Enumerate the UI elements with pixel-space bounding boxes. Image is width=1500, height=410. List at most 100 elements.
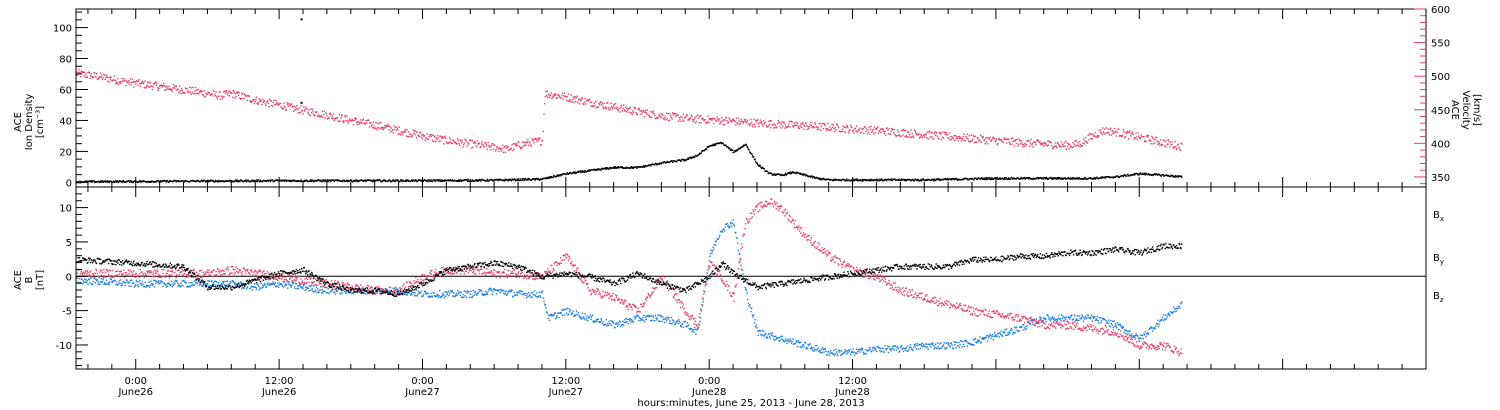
by-point: [172, 284, 175, 286]
by-point: [1164, 319, 1166, 321]
velocity-point: [567, 93, 570, 95]
velocity-point: [950, 138, 953, 141]
velocity-point: [580, 99, 582, 101]
density-point: [784, 173, 786, 176]
velocity-point: [607, 107, 609, 109]
velocity-point: [962, 138, 964, 141]
by-point: [498, 290, 500, 292]
velocity-point: [569, 98, 571, 101]
density-point: [1127, 173, 1129, 176]
velocity-point: [1024, 142, 1026, 145]
density-point: [117, 180, 119, 183]
density-point: [206, 180, 208, 183]
density-point: [469, 179, 471, 181]
density-point: [211, 179, 213, 182]
density-point: [658, 163, 661, 165]
velocity-point: [1066, 142, 1068, 144]
density-point: [230, 181, 232, 183]
by-point: [581, 312, 584, 314]
by-point: [453, 292, 455, 294]
velocity-point: [549, 94, 552, 97]
velocity-point: [81, 71, 83, 74]
by-point: [143, 285, 146, 288]
by-point: [632, 321, 635, 323]
velocity-point: [855, 130, 857, 132]
velocity-point: [464, 139, 467, 141]
velocity-point: [206, 93, 209, 96]
velocity-point: [995, 140, 997, 142]
by-point: [768, 335, 771, 338]
velocity-point: [342, 120, 344, 122]
velocity-point: [424, 139, 426, 141]
velocity-point: [528, 144, 530, 147]
density-point: [267, 180, 270, 182]
density-point: [1009, 178, 1012, 180]
velocity-point: [884, 130, 886, 133]
velocity-point: [644, 111, 646, 113]
velocity-point: [530, 145, 532, 148]
density-point: [556, 175, 558, 177]
by-point: [1068, 317, 1070, 319]
by-point: [84, 281, 86, 283]
by-point: [712, 246, 714, 248]
velocity-point: [142, 82, 144, 85]
density-point: [786, 173, 788, 176]
by-point: [921, 342, 923, 344]
by-point: [93, 277, 96, 279]
velocity-point: [981, 136, 983, 138]
density-point: [411, 180, 414, 183]
density-point: [972, 177, 974, 180]
density-point: [314, 180, 317, 182]
density-point: [914, 178, 917, 180]
density-point: [206, 179, 209, 182]
velocity-point: [422, 134, 424, 136]
by-point: [924, 345, 926, 347]
velocity-point: [658, 114, 660, 116]
velocity-point: [426, 133, 428, 135]
by-point: [317, 290, 319, 293]
velocity-point: [763, 123, 765, 125]
velocity-point: [466, 141, 469, 143]
velocity-point: [190, 87, 193, 89]
velocity-point: [238, 91, 240, 94]
velocity-point: [222, 91, 225, 93]
density-point: [818, 177, 820, 179]
velocity-point: [900, 135, 902, 138]
velocity-point: [407, 135, 409, 138]
density-point: [966, 178, 969, 180]
by-point: [448, 294, 450, 297]
density-point: [320, 180, 323, 183]
velocity-point: [418, 135, 420, 138]
velocity-point: [685, 116, 687, 118]
by-point: [508, 290, 511, 292]
velocity-point: [565, 99, 568, 101]
density-point: [932, 178, 934, 181]
density-point: [862, 180, 864, 182]
velocity-point: [1082, 142, 1084, 144]
velocity-point: [297, 112, 300, 114]
density-point: [165, 181, 167, 183]
by-point: [324, 286, 327, 289]
velocity-point: [201, 90, 203, 92]
by-point: [599, 321, 602, 323]
by-point: [426, 292, 428, 294]
density-point: [869, 180, 872, 182]
by-point: [620, 325, 622, 328]
by-point: [1163, 314, 1165, 316]
density-point: [383, 179, 385, 181]
velocity-point: [299, 111, 302, 114]
density-point: [616, 167, 619, 169]
velocity-point: [562, 98, 564, 100]
density-point: [607, 167, 609, 169]
by-point: [1053, 318, 1055, 321]
density-point: [773, 174, 775, 176]
velocity-point: [664, 117, 666, 119]
by-point: [599, 321, 601, 324]
density-point: [1092, 177, 1095, 180]
by-point: [686, 322, 688, 324]
by-point: [269, 283, 272, 285]
density-point: [547, 177, 549, 180]
by-point: [107, 282, 110, 284]
by-point: [484, 290, 487, 293]
density-point: [629, 167, 631, 169]
